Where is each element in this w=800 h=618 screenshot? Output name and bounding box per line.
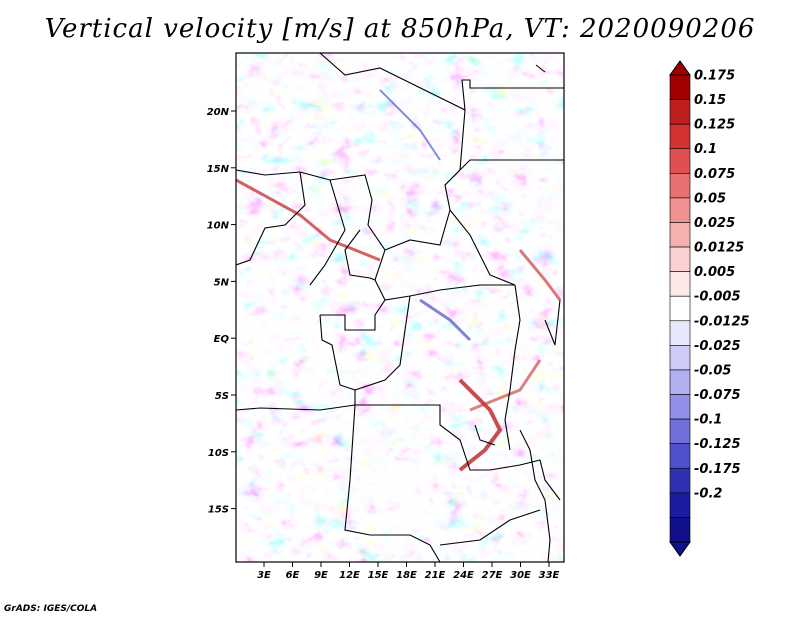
colorbar-label: -0.075	[694, 388, 741, 403]
lon-label: 6E	[286, 570, 300, 581]
colorbar-label: 0.075	[694, 167, 735, 182]
colorbar-swatch	[669, 394, 691, 420]
colorbar-label: -0.005	[694, 290, 741, 305]
colorbar-swatch	[669, 222, 691, 248]
lat-label: 5N	[214, 277, 230, 288]
colorbar-arrow-top	[669, 60, 691, 76]
colorbar-label: 0.05	[694, 191, 726, 206]
colorbar-label: 0.175	[694, 69, 735, 84]
colorbar-label: 0.005	[694, 265, 735, 280]
colorbar-swatch	[669, 246, 691, 272]
colorbar-swatch	[669, 271, 691, 297]
credit-text: GrADS: IGES/COLA	[4, 604, 98, 614]
colorbar-swatch	[669, 173, 691, 199]
colorbar-label: -0.1	[694, 413, 722, 428]
colorbar-label: -0.05	[694, 363, 731, 378]
lon-label: 27E	[482, 570, 503, 581]
lat-label: 5S	[215, 391, 229, 402]
colorbar-swatch	[669, 320, 691, 346]
lat-label: 15S	[208, 505, 229, 516]
colorbar-swatch	[669, 517, 691, 543]
colorbar-label: -0.175	[694, 462, 741, 477]
lat-label: EQ	[214, 334, 230, 345]
colorbar-label: 0.15	[694, 93, 726, 108]
colorbar-swatch	[669, 369, 691, 395]
colorbar-swatch	[669, 123, 691, 150]
colorbar-swatch	[669, 197, 691, 223]
longitude-axis: 3E 6E 9E 12E 15E 18E 21E 24E 27E 30E 33E	[257, 562, 560, 581]
colorbar-swatch	[669, 492, 691, 518]
colorbar-swatch	[669, 443, 691, 469]
lon-label: 3E	[257, 570, 271, 581]
colorbar-swatch	[669, 148, 691, 174]
lat-label: 15N	[207, 164, 230, 175]
colorbar: 0.175 0.15 0.125 0.1 0.075 0.05 0.025 0.0125 0.0…	[669, 60, 750, 557]
colorbar-swatch	[669, 467, 691, 494]
colorbar-swatch	[669, 74, 691, 100]
colorbar-swatch	[669, 345, 691, 371]
colorbar-label: -0.0125	[694, 314, 750, 329]
colorbar-swatch	[669, 418, 691, 444]
colorbar-label: -0.025	[694, 339, 741, 354]
country-borders	[236, 53, 564, 562]
lon-label: 18E	[396, 570, 417, 581]
lon-label: 21E	[425, 570, 446, 581]
lat-label: 20N	[207, 107, 230, 118]
colorbar-swatch	[669, 99, 691, 125]
chart-title: Vertical velocity [m/s] at 850hPa, VT: 2…	[44, 14, 756, 44]
colorbar-label: 0.0125	[694, 241, 744, 256]
lon-label: 30E	[510, 570, 531, 581]
map-frame	[235, 52, 565, 563]
lon-label: 9E	[314, 570, 328, 581]
lon-label: 12E	[339, 570, 360, 581]
lat-label: 10N	[207, 221, 230, 232]
lat-label: 10S	[208, 448, 229, 459]
colorbar-label: 0.125	[694, 118, 735, 133]
latitude-axis: 20N 15N 10N 5N EQ 5S 10S 15S	[207, 107, 236, 516]
colorbar-label: 0.025	[694, 216, 735, 231]
colorbar-swatch	[669, 295, 691, 322]
lon-label: 15E	[368, 570, 389, 581]
colorbar-label: -0.2	[694, 486, 722, 501]
velocity-field	[236, 53, 564, 562]
colorbar-label: -0.125	[694, 437, 741, 452]
lon-label: 24E	[453, 570, 474, 581]
colorbar-arrow-bottom	[669, 541, 691, 557]
lon-label: 33E	[539, 570, 560, 581]
colorbar-label: 0.1	[694, 142, 717, 157]
